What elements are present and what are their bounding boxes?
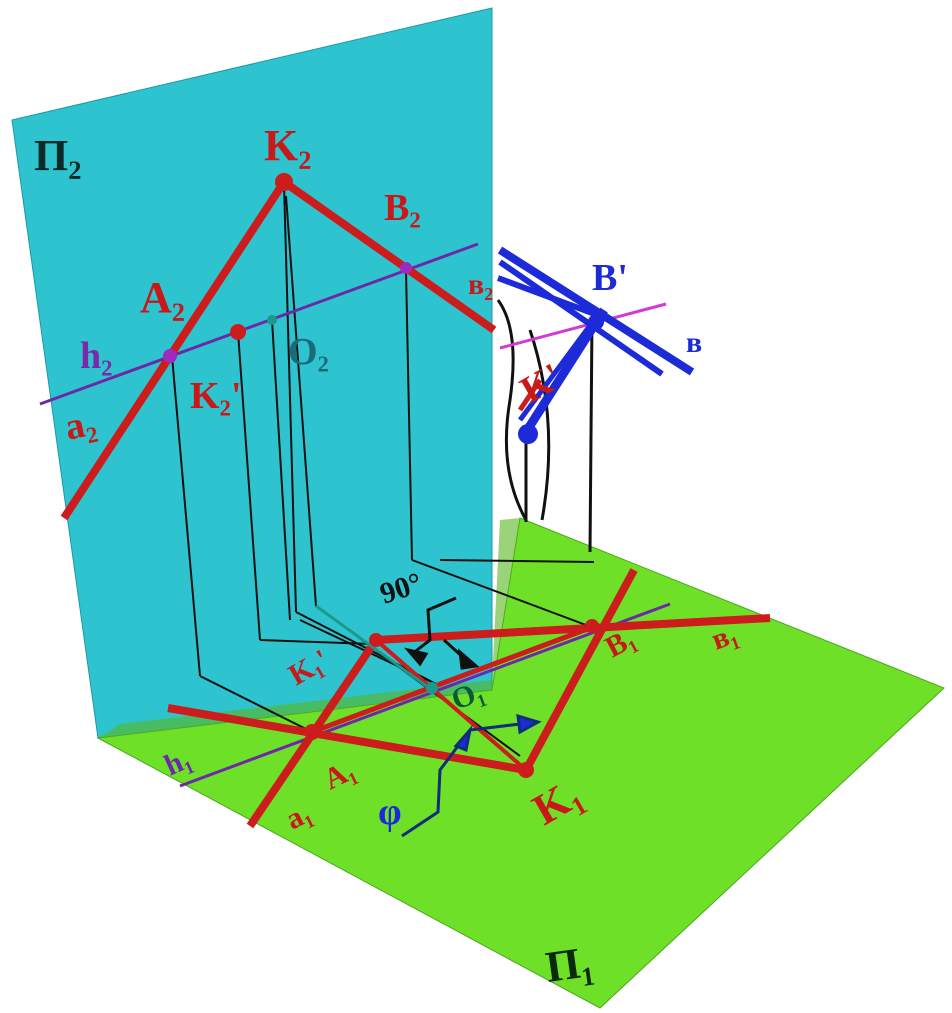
connector-o2 [271,319,291,621]
point-k2 [275,173,293,191]
point-o1 [426,682,438,694]
label-b2-line: в₂ [468,268,493,301]
frontal-connectors [171,183,413,677]
blue-line-5 [517,318,597,422]
label-phi: φ [378,791,402,833]
red-line-a1-k1 [167,704,527,774]
connector-a [171,355,201,677]
right-construction [496,246,695,553]
point-b2 [400,262,412,274]
label-o2: O₂ [288,331,329,373]
label-k2-prime: K₂' [190,375,242,417]
point-o2 [267,315,277,325]
label-b-line: в [686,326,702,359]
connector-k2 [283,183,297,613]
point-a1 [304,724,320,740]
red-connector-k [517,378,543,412]
label-plane-p2: П₂ [34,131,81,180]
red-line-a1-b1 [311,625,591,735]
magenta-line [499,302,667,350]
point-a2 [163,349,177,363]
point-k2-prime [230,324,246,340]
label-b-prime: B' [592,257,628,299]
point-k1-prime [369,633,383,647]
blue-line-2 [498,259,664,377]
point-b-prime [588,314,604,330]
connector-b2 [405,269,413,561]
horizontal-line-h1 [179,602,671,788]
point-b1 [585,619,599,633]
blue-line-1 [497,246,695,376]
connector-k2prime [237,331,261,641]
red-line-cross-1 [374,638,528,772]
blue-line-4 [522,307,608,435]
blue-line-3 [496,275,602,319]
point-k1 [518,762,534,778]
label-h2: h₂ [80,335,113,377]
angle-90-arrows [403,596,480,670]
label-k2: K₂ [264,121,311,170]
teal-line-o1 [315,604,433,692]
angle-phi-arrows [401,713,542,838]
label-a2: A₂ [140,273,185,322]
red-line-b1-k1 [522,568,638,772]
point-lower-blue [518,424,538,444]
label-plane-p1: П₁ [543,937,597,992]
connector-k2b [285,195,317,607]
red-line-k1prime-b1 [375,614,771,644]
label-b2: B₂ [384,187,421,229]
